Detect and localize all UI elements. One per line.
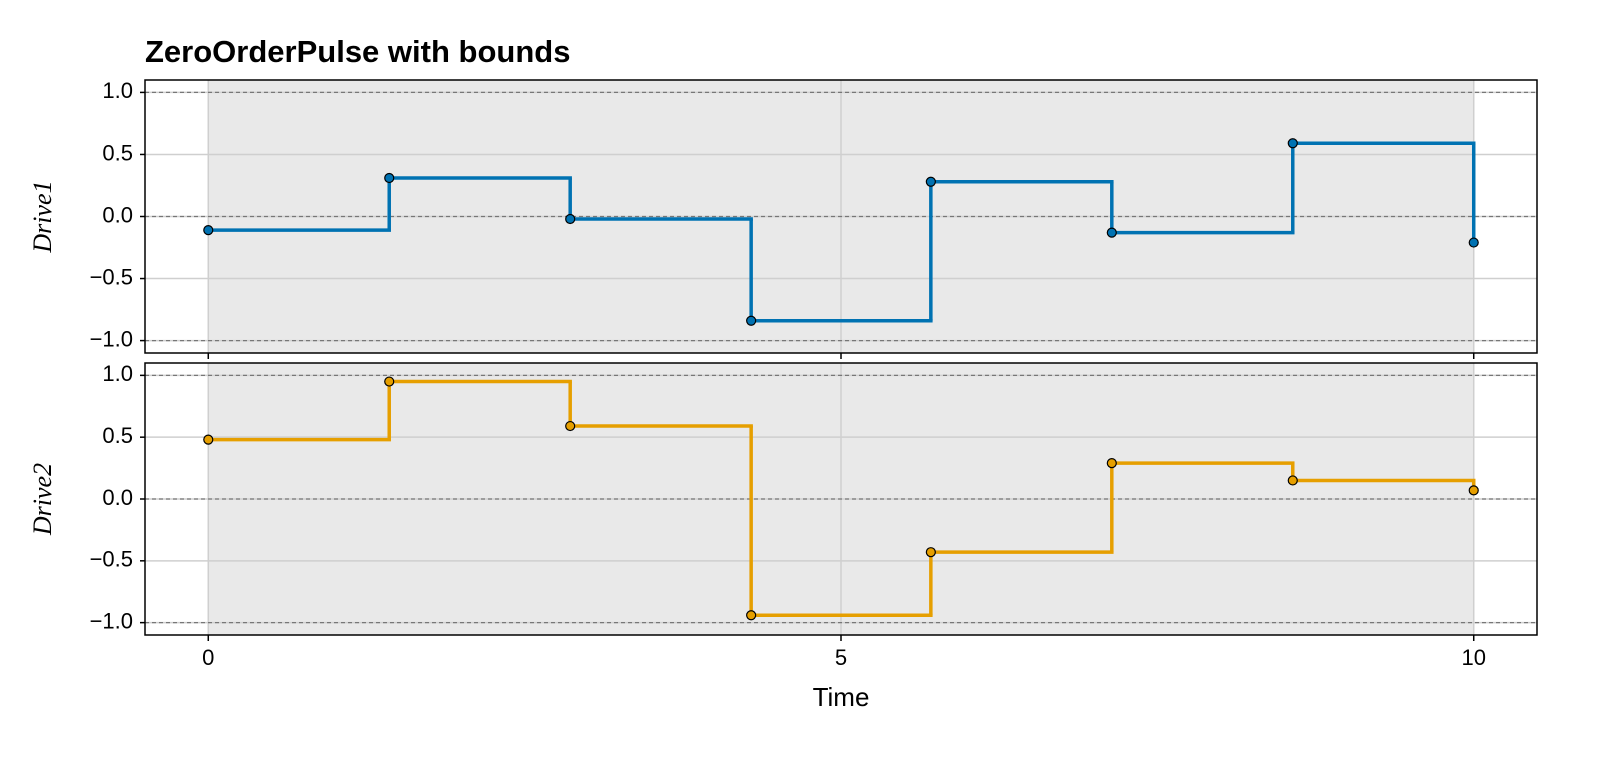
x-tick-label: 10 xyxy=(1461,645,1485,670)
x-axis-label: Time xyxy=(813,682,870,712)
y-tick-label: 1.0 xyxy=(102,78,133,103)
point xyxy=(203,225,214,236)
point xyxy=(1468,237,1479,248)
y-tick-label: 1.0 xyxy=(102,361,133,386)
x-tick-label: 0 xyxy=(202,645,214,670)
y-axis-label: Drive2 xyxy=(28,463,57,536)
point xyxy=(1106,458,1117,469)
point xyxy=(384,172,395,184)
point xyxy=(925,547,936,558)
y-tick-label: −0.5 xyxy=(90,264,133,289)
y-tick-label: −1.0 xyxy=(90,326,133,351)
y-tick-label: 0.0 xyxy=(102,202,133,227)
point xyxy=(384,376,395,387)
y-tick-label: −0.5 xyxy=(90,547,133,572)
point xyxy=(203,434,214,445)
point xyxy=(1106,227,1117,238)
point xyxy=(746,315,757,326)
y-tick-label: 0.0 xyxy=(102,485,133,510)
point xyxy=(746,610,757,621)
point xyxy=(1287,138,1298,149)
y-tick-label: −1.0 xyxy=(90,608,133,633)
y-tick-label: 0.5 xyxy=(102,140,133,165)
point xyxy=(1468,485,1479,496)
point xyxy=(565,420,576,432)
point xyxy=(1287,475,1298,486)
x-tick-label: 5 xyxy=(835,645,847,670)
y-tick-label: 0.5 xyxy=(102,423,133,448)
chart-title: ZeroOrderPulse with bounds xyxy=(145,34,570,69)
point xyxy=(925,176,936,187)
y-axis-label: Drive1 xyxy=(28,180,57,253)
point xyxy=(565,213,576,225)
